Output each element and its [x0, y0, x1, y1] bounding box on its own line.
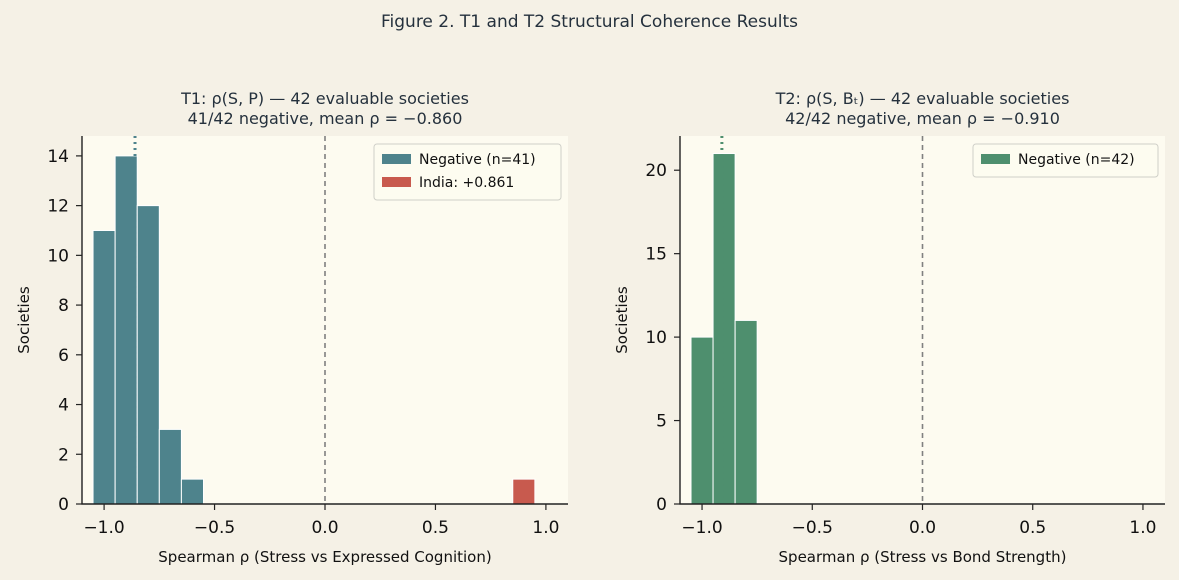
figure-title: Figure 2. T1 and T2 Structural Coherence… — [380, 12, 798, 32]
panel-t2-title-line-1: T2: ρ(S, Bₜ) — 42 evaluable societies — [775, 89, 1070, 108]
panel-t1-ytick-label-7: 14 — [47, 147, 69, 167]
panel-t1-legend-label-0: Negative (n=41) — [419, 152, 536, 168]
panel-t2-xtick-label-3: 0.5 — [1019, 518, 1046, 538]
panel-t1-xlabel: Spearman ρ (Stress vs Expressed Cognitio… — [158, 548, 491, 566]
panel-t1-xtick-label-4: 1.0 — [532, 518, 559, 538]
panel-t1-xtick-label-3: 0.5 — [422, 518, 449, 538]
panel-t2-ytick-label-1: 5 — [656, 412, 667, 432]
panel-t1-ytick-label-0: 0 — [58, 495, 69, 515]
panel-t1-xtick-label-1: −0.5 — [194, 518, 235, 538]
panel-t1-legend-swatch-0 — [382, 154, 411, 164]
panel-t1-title-line-1: T1: ρ(S, P) — 42 evaluable societies — [180, 89, 469, 108]
panel-t1-ytick-label-4: 8 — [58, 296, 69, 316]
panel-t2-ylabel: Societies — [613, 286, 631, 354]
panel-t1-ylabel: Societies — [15, 286, 33, 354]
panel-t2-ytick-label-4: 20 — [645, 161, 667, 181]
panel-t2-xlabel: Spearman ρ (Stress vs Bond Strength) — [779, 548, 1067, 566]
panel-t2-ytick-label-2: 10 — [645, 328, 667, 348]
panel-t2-xtick-label-0: −1.0 — [681, 518, 722, 538]
panel-t2-title-line-2: 42/42 negative, mean ρ = −0.910 — [785, 109, 1060, 128]
panel-t2-bar-main-1 — [712, 153, 736, 505]
panel-t1-ytick-label-1: 2 — [58, 445, 69, 465]
panel-t1-legend-box — [373, 143, 562, 201]
panel-t1-ytick-label-5: 10 — [47, 246, 69, 266]
panel-t2-legend-label-0: Negative (n=42) — [1018, 152, 1135, 168]
panel-t1-xtick-label-0: −1.0 — [83, 518, 124, 538]
panel-t1-ytick-label-6: 12 — [47, 197, 69, 217]
panel-t2-bar-main-2 — [734, 319, 758, 505]
panel-t1-ytick-label-2: 4 — [58, 396, 69, 416]
panel-t2-ytick-label-3: 15 — [645, 245, 667, 265]
panel-t2-legend-box — [972, 143, 1159, 178]
panel-t1-legend-swatch-1 — [382, 177, 411, 187]
panel-t2-xtick-label-2: 0.0 — [909, 518, 936, 538]
panel-t1-ytick-label-3: 6 — [58, 346, 69, 366]
panel-t2-xtick-label-4: 1.0 — [1129, 518, 1156, 538]
panel-t2-bar-main-0 — [690, 336, 714, 505]
panel-t2-xtick-label-1: −0.5 — [792, 518, 833, 538]
panel-t2-legend-swatch-0 — [981, 154, 1010, 164]
panel-t2-ytick-label-0: 0 — [656, 495, 667, 515]
panel-t1-xtick-label-2: 0.0 — [311, 518, 338, 538]
panel-t1-title-line-2: 41/42 negative, mean ρ = −0.860 — [188, 109, 463, 128]
panel-t1-legend-label-1: India: +0.861 — [419, 175, 514, 191]
